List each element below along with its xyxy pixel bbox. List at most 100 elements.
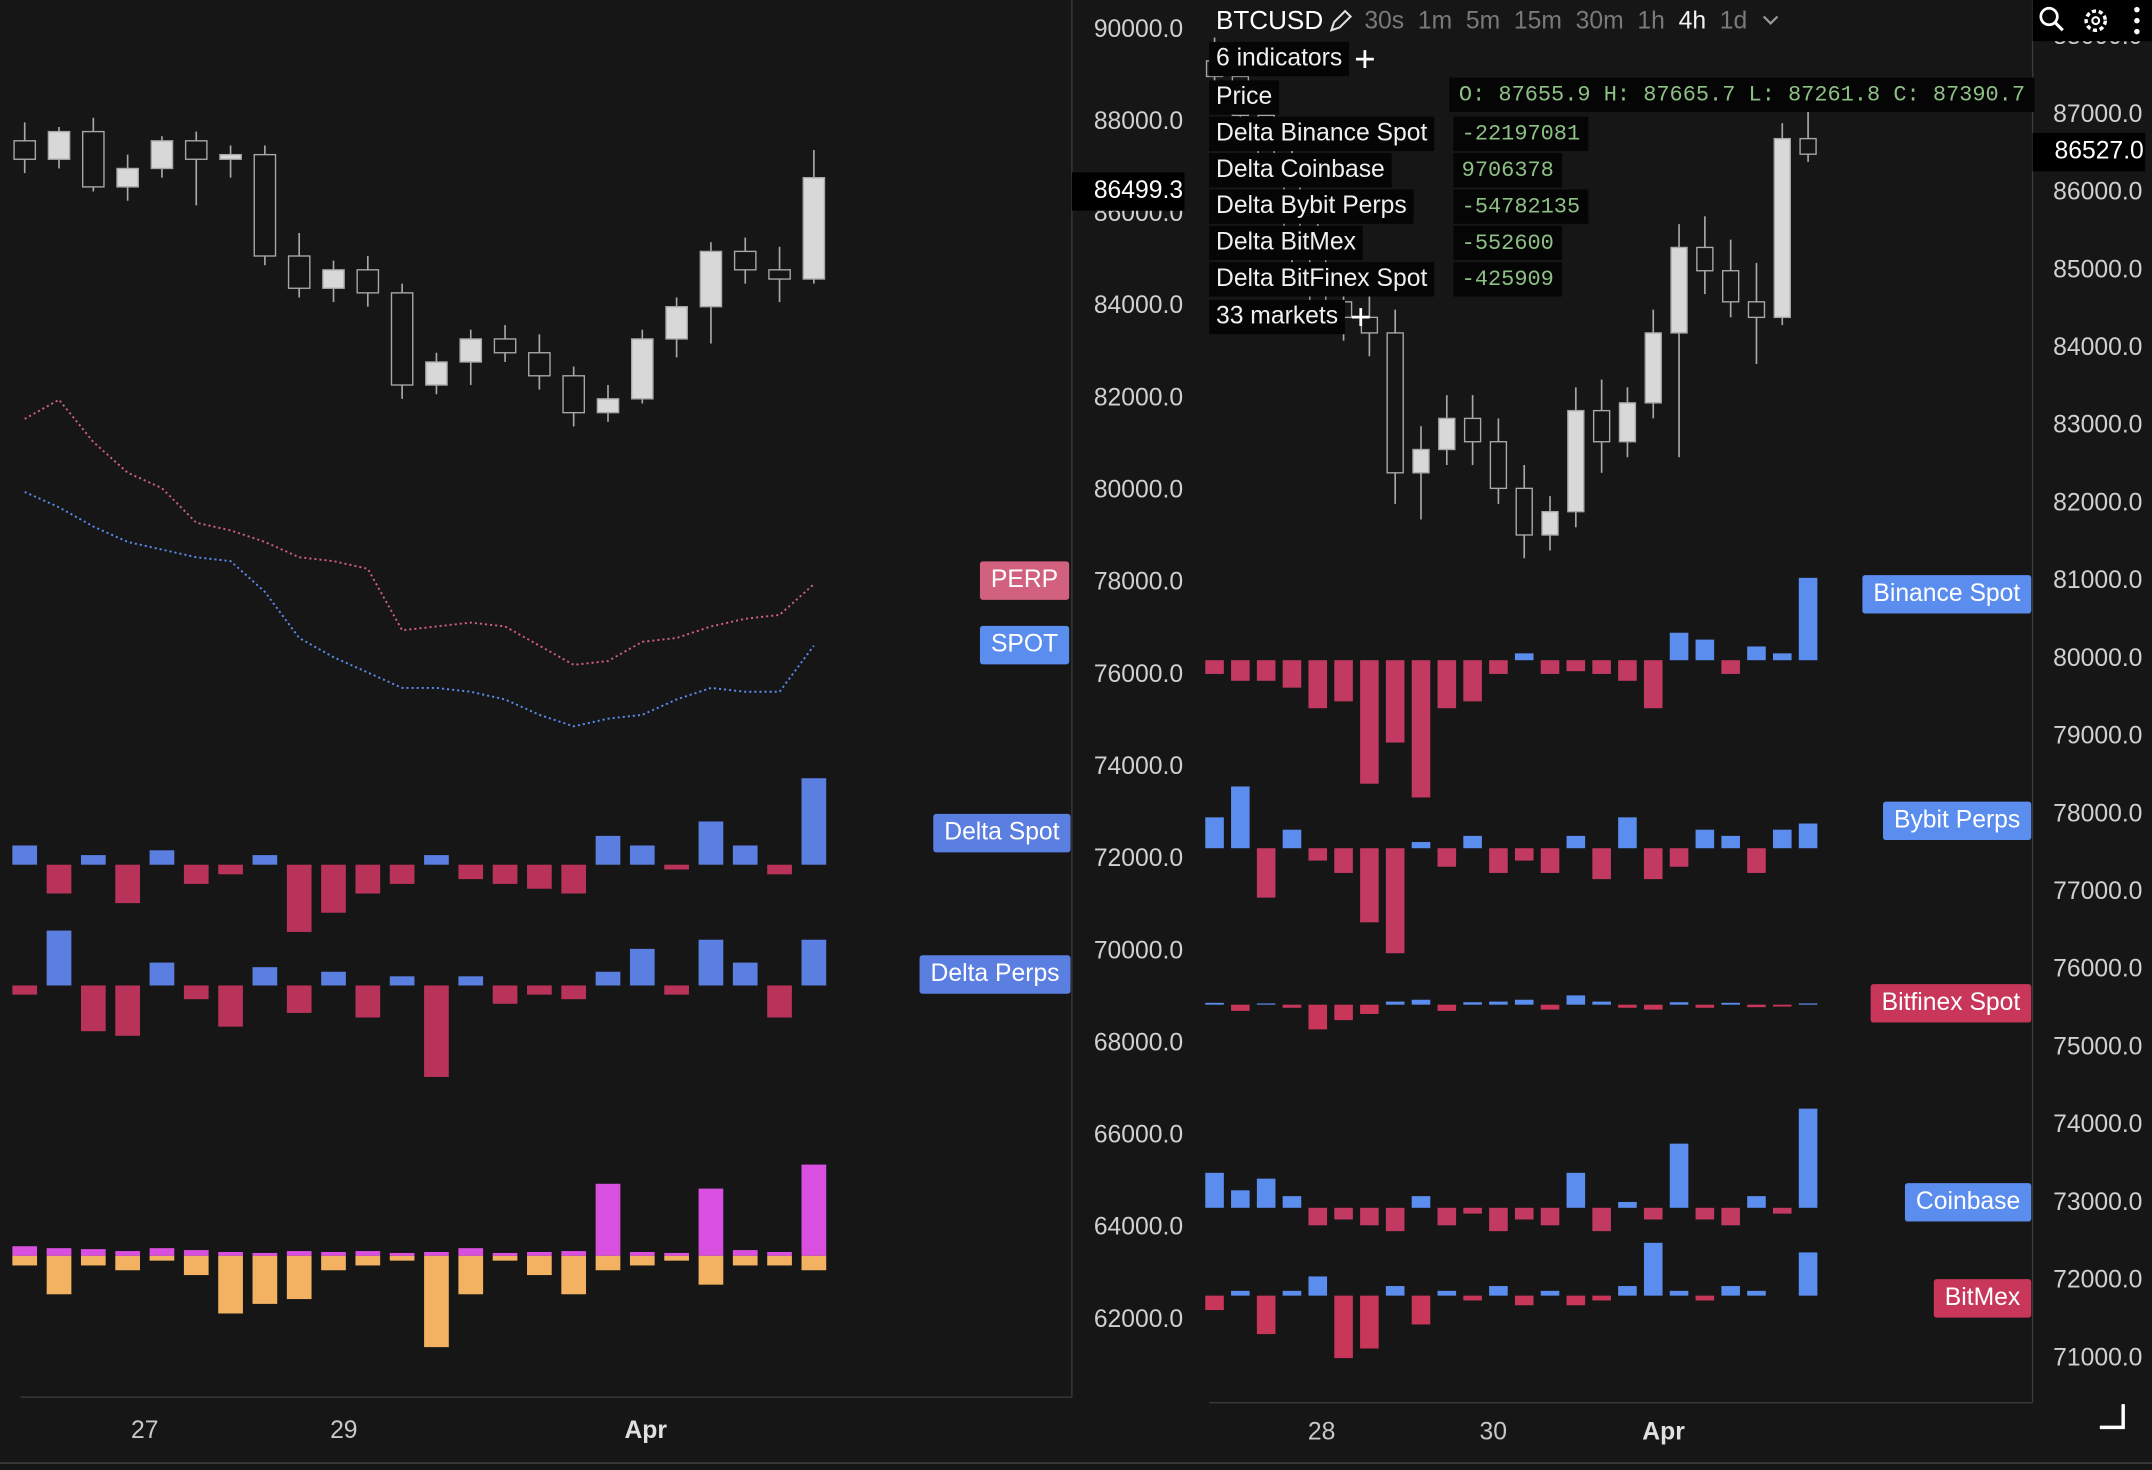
edit-icon[interactable] (1329, 9, 1353, 32)
last-price: 86499.3 (1071, 172, 1185, 211)
delta-bar (1566, 1172, 1586, 1208)
y-tick-label: 71000.0 (2053, 1344, 2142, 1371)
legend-name: Delta Binance Spot (1216, 119, 1427, 146)
add-icon[interactable] (1351, 308, 1370, 327)
settings-icon[interactable] (2084, 9, 2108, 32)
delta-bar (1540, 660, 1560, 674)
delta-bar (801, 1255, 827, 1271)
ohlc-value: O: 87655.9 H: 87665.7 L: 87261.8 C: 8739… (1459, 83, 2025, 108)
delta-bar (115, 1255, 140, 1271)
menu-dot[interactable] (2134, 17, 2140, 24)
candle-body (287, 255, 311, 289)
delta-bar (698, 821, 724, 865)
candle-body (1412, 448, 1430, 474)
timeframe[interactable]: 5m (1466, 8, 1500, 35)
delta-bar (1463, 1207, 1482, 1214)
delta-bar (1514, 653, 1534, 661)
timeframe[interactable]: 1d (1720, 8, 1747, 35)
add-icon[interactable] (1355, 50, 1374, 68)
series-label: PERP (991, 566, 1058, 593)
delta-bar (1514, 1207, 1534, 1220)
candle-body (47, 130, 71, 160)
candle-body (528, 352, 551, 377)
y-tick-label: 74000.0 (2053, 1111, 2142, 1138)
delta-bar (1437, 1207, 1457, 1226)
delta-bar (1282, 829, 1302, 849)
delta-bar (1437, 1290, 1457, 1296)
timeframe[interactable]: 1h (1637, 8, 1664, 35)
delta-bar (1540, 848, 1560, 873)
candle-body (1567, 409, 1585, 513)
delta-bar (1256, 1003, 1276, 1005)
delta-bar (1566, 660, 1586, 672)
legend-name-bg (1209, 80, 1280, 115)
y-tick-label: 62000.0 (1094, 1306, 1183, 1333)
menu-dot[interactable] (2134, 6, 2140, 13)
delta-bar (1411, 1295, 1431, 1325)
timeframe[interactable]: 30m (1576, 8, 1624, 35)
candle-body (1644, 332, 1662, 404)
legend-value-group: 9706378 (1453, 153, 1563, 188)
search-icon-handle (2054, 21, 2064, 32)
delta-bar (1643, 848, 1663, 880)
markets-toggle-group: 33 markets (1209, 299, 1345, 335)
delta-bar (424, 985, 449, 1077)
delta-bar (801, 778, 827, 865)
legend-value-bg (1453, 116, 1589, 152)
delta-bar (1308, 660, 1328, 709)
y-tick-label: 82000.0 (2053, 489, 2142, 516)
delta-bar (1721, 660, 1740, 674)
legend-name-group: Delta Binance Spot (1209, 116, 1435, 152)
delta-bar (1411, 1196, 1431, 1208)
delta-bar (149, 962, 175, 986)
search-icon[interactable] (2039, 6, 2059, 27)
delta-bar (595, 1183, 621, 1256)
delta-bar (1747, 1290, 1766, 1296)
y-tick-label: 72000.0 (1094, 845, 1183, 872)
delta-bar (629, 845, 655, 865)
timeframe[interactable]: 30s (1364, 8, 1404, 35)
timeframe[interactable]: 15m (1514, 8, 1562, 35)
delta-bar (1360, 1207, 1379, 1226)
candle-body (562, 375, 586, 414)
series-label-group: BitMex (1933, 1279, 2032, 1318)
menu-dot[interactable] (2134, 28, 2140, 35)
delta-bar (1566, 1295, 1586, 1306)
delta-bar (80, 1249, 106, 1256)
candle-body (1773, 137, 1791, 319)
delta-bar (252, 1252, 278, 1256)
indicators-toggle-bg (1209, 41, 1350, 77)
delta-bar (767, 1255, 792, 1266)
delta-bar (46, 930, 72, 986)
delta-bar (1643, 1242, 1663, 1296)
y-tick-label: 66000.0 (1094, 1122, 1183, 1149)
dropdown-icon[interactable] (1762, 15, 1779, 25)
delta-bar (1437, 660, 1457, 709)
timeframe[interactable]: 4h (1679, 8, 1706, 35)
series-label-group: SPOT (979, 625, 1070, 665)
delta-bar (389, 1252, 415, 1256)
delta-bar (527, 985, 552, 995)
candle-body (13, 140, 37, 160)
delta-bar (1437, 848, 1457, 867)
delta-bar (1772, 653, 1792, 661)
delta-bar (12, 1246, 38, 1256)
timeframe[interactable]: 1m (1418, 8, 1452, 35)
delta-bar (286, 1255, 312, 1300)
settings-icon-hub (2091, 16, 2101, 26)
legend-value-group: -22197081 (1453, 116, 1589, 152)
candle-body (356, 269, 380, 294)
delta-bar (321, 1252, 346, 1256)
resize-corner[interactable] (2099, 1404, 2125, 1430)
delta-bar (732, 1255, 758, 1266)
delta-bar (732, 962, 758, 986)
delta-bar (1618, 660, 1637, 681)
candle-body (459, 338, 483, 363)
legend-value-bg (1453, 153, 1563, 188)
candle-body (493, 338, 517, 354)
delta-bar (1695, 829, 1715, 849)
delta-bar (1514, 848, 1534, 861)
delta-bar (115, 1251, 140, 1256)
y-tick-label: 76000.0 (2053, 956, 2142, 983)
